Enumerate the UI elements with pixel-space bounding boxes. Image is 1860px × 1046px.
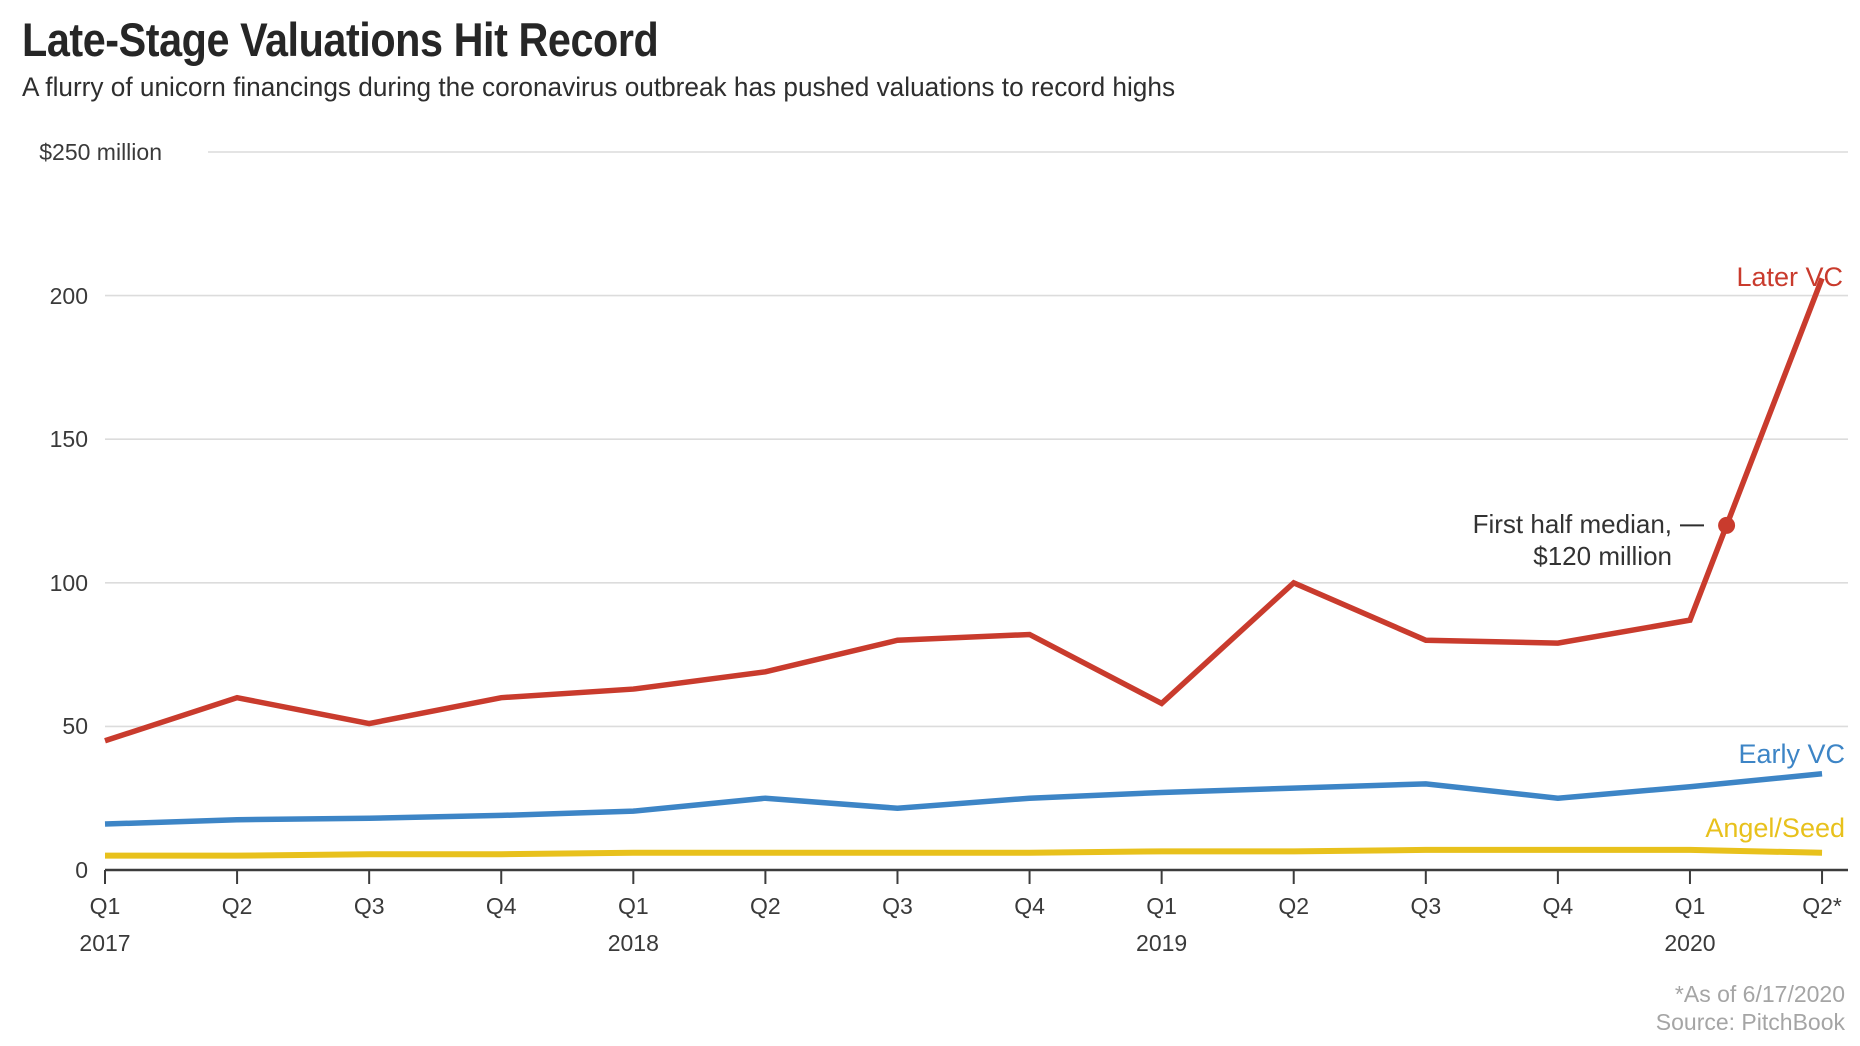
footnote-source: Source: PitchBook	[1655, 1009, 1845, 1035]
series-label-angel-seed: Angel/Seed	[1705, 813, 1845, 843]
x-axis-label-3: Q4	[485, 893, 517, 919]
chart-subtitle: A flurry of unicorn financings during th…	[22, 72, 1176, 102]
x-axis-year-label-2020: 2020	[1664, 930, 1716, 956]
footnote-as-of: *As of 6/17/2020	[1674, 981, 1845, 1007]
annotation-first-half-median: First half median, $120 million	[1473, 508, 1672, 572]
y-axis-label-100: 100	[49, 569, 88, 596]
annotation-dot	[1718, 516, 1736, 534]
x-axis-label-7: Q4	[1014, 893, 1045, 919]
series-line-later-vc	[104, 277, 1825, 744]
x-axis-year-label-2017: 2017	[79, 930, 131, 956]
series-line-early-vc	[104, 771, 1823, 827]
series-label-later-vc: Later VC	[1736, 262, 1843, 292]
x-axis-label-9: Q2	[1278, 893, 1310, 919]
x-axis-label-0: Q1	[89, 893, 121, 919]
y-axis-label-150: 150	[49, 426, 88, 453]
x-axis-label-8: Q1	[1146, 893, 1177, 919]
x-axis-label-5: Q2	[750, 893, 781, 919]
series-line-angel-seed	[105, 846, 1823, 859]
x-axis-label-6: Q3	[882, 893, 913, 919]
x-axis-label-13: Q2*	[1802, 893, 1842, 919]
y-axis-label-0: 0	[75, 857, 88, 883]
x-axis-label-10: Q3	[1410, 893, 1442, 919]
series-label-early-vc: Early VC	[1738, 739, 1845, 769]
x-axis-label-1: Q2	[221, 893, 253, 919]
x-axis-label-2: Q3	[353, 893, 385, 919]
annotation-line-1: First half median,	[1472, 509, 1672, 539]
annotation-line-2: $120 million	[1533, 541, 1672, 571]
x-axis-label-11: Q4	[1542, 893, 1574, 919]
x-axis-label-12: Q1	[1674, 893, 1706, 919]
y-axis-label-200: 200	[49, 282, 88, 309]
y-axis-label-50: 50	[62, 713, 88, 740]
y-axis-label-250: $250 million	[39, 139, 162, 165]
x-axis-year-label-2018: 2018	[607, 930, 659, 956]
x-axis-year-label-2019: 2019	[1136, 930, 1188, 956]
chart-title: Late-Stage Valuations Hit Record	[22, 13, 659, 66]
x-axis-label-4: Q1	[617, 893, 649, 919]
